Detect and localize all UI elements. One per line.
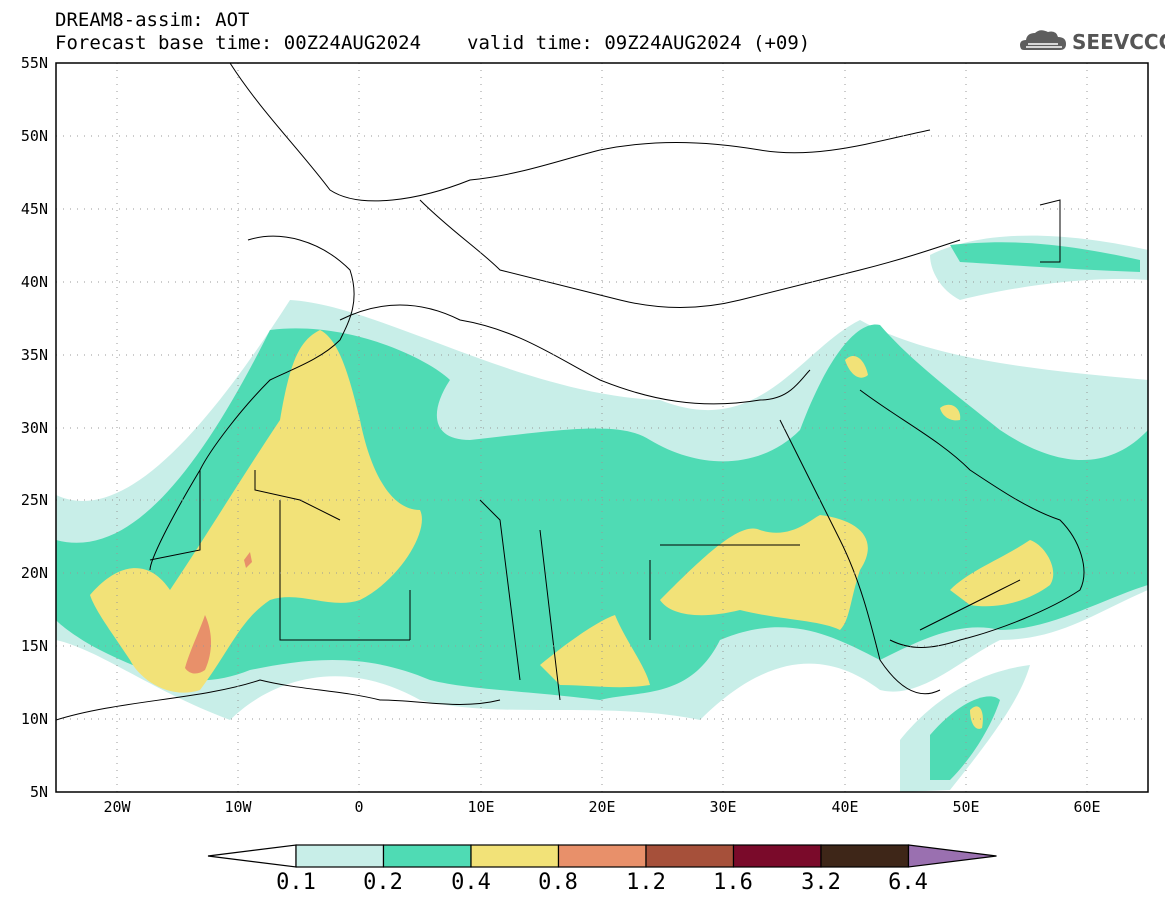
lat-label: 35N (21, 346, 48, 364)
colorbar (207, 844, 997, 868)
cloud-icon (1020, 30, 1066, 50)
map-frame (55, 62, 1149, 793)
lat-label: 15N (21, 637, 48, 655)
lon-label: 10E (467, 798, 494, 816)
lon-label: 60E (1073, 798, 1100, 816)
lat-label: 5N (30, 783, 48, 801)
colorbar-swatch (820, 844, 910, 868)
borders-coastlines (56, 63, 1085, 721)
colorbar-swatch (382, 844, 472, 868)
colorbar-swatch (645, 844, 735, 868)
aot-shading (56, 235, 1148, 792)
colorbar-label: 0.2 (363, 870, 403, 895)
lon-label: 20W (103, 798, 131, 816)
colorbar-swatch (295, 844, 385, 868)
colorbar-label: 3.2 (801, 870, 841, 895)
lat-label: 25N (21, 491, 48, 509)
lat-label: 20N (21, 564, 48, 582)
colorbar-label: 1.2 (626, 870, 666, 895)
colorbar-label: 0.1 (276, 870, 316, 895)
colorbar-label: 6.4 (888, 870, 928, 895)
valid-time: valid time: 09Z24AUG2024 (+09) (467, 32, 811, 54)
graticule (56, 63, 1148, 792)
lon-label: 20E (588, 798, 615, 816)
map-title: DREAM8-assim: AOT (55, 9, 250, 31)
colorbar-label: 1.6 (713, 870, 753, 895)
lat-label: 45N (21, 200, 48, 218)
colorbar-label: 0.4 (451, 870, 491, 895)
lon-label: 40E (831, 798, 858, 816)
lat-label: 50N (21, 127, 48, 145)
colorbar-under-arrow (207, 844, 297, 868)
lon-label: 0 (354, 798, 363, 816)
lon-label: 50E (952, 798, 979, 816)
lat-label: 55N (21, 54, 48, 72)
colorbar-label: 0.8 (538, 870, 578, 895)
lat-label: 10N (21, 710, 48, 728)
colorbar-swatch (470, 844, 560, 868)
lon-label: 30E (709, 798, 736, 816)
lat-label: 30N (21, 419, 48, 437)
lat-axis: 55N 50N 45N 40N 35N 30N 25N 20N 15N 10N … (21, 54, 48, 801)
colorbar-swatch (557, 844, 647, 868)
logo-text: SEEVCCC (1072, 30, 1165, 54)
lon-axis: 20W 10W 0 10E 20E 30E 40E 50E 60E (103, 798, 1100, 816)
colorbar-over-arrow (907, 844, 997, 868)
colorbar-swatch (732, 844, 822, 868)
base-time: Forecast base time: 00Z24AUG2024 (55, 32, 422, 54)
lat-label: 40N (21, 273, 48, 291)
lon-label: 10W (224, 798, 252, 816)
forecast-times: Forecast base time: 00Z24AUG2024 valid ti… (55, 34, 810, 53)
